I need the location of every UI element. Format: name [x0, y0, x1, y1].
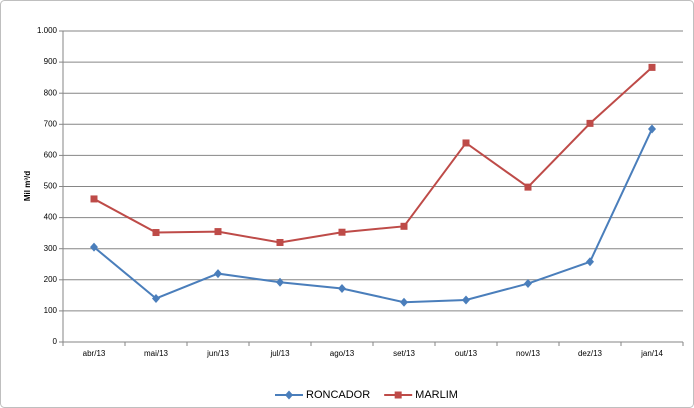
- y-tick-label: 500: [44, 182, 58, 191]
- data-point: [394, 391, 402, 399]
- x-tick-label: abr/13: [83, 349, 106, 358]
- x-tick-label: nov/13: [516, 349, 541, 358]
- y-tick-label: 600: [44, 151, 58, 160]
- y-tick-label: 900: [44, 57, 58, 66]
- y-axis-label: Mil m³/d: [23, 171, 32, 201]
- y-tick-label: 700: [44, 119, 58, 128]
- x-tick-label: jan/14: [640, 349, 663, 358]
- y-tick-label: 0: [53, 337, 58, 346]
- series-line: [93, 66, 653, 244]
- data-point: [586, 257, 594, 267]
- data-point: [400, 222, 408, 230]
- legend-label: RONCADOR: [306, 389, 370, 401]
- y-tick-label: 800: [44, 88, 58, 97]
- x-tick-label: out/13: [455, 349, 478, 358]
- series-line: [93, 128, 653, 304]
- y-tick-label: 300: [44, 244, 58, 253]
- legend-label: MARLIM: [415, 389, 458, 401]
- data-point: [648, 63, 656, 71]
- data-point: [524, 279, 532, 289]
- data-point: [400, 297, 408, 307]
- data-point: [285, 390, 293, 400]
- data-point: [276, 238, 284, 246]
- data-point: [152, 293, 160, 303]
- data-point: [90, 195, 98, 203]
- data-point: [648, 124, 656, 134]
- y-tick-label: 1.000: [37, 26, 58, 35]
- x-tick-label: jun/13: [206, 349, 229, 358]
- x-tick-label: ago/13: [330, 349, 355, 358]
- x-tick-label: mai/13: [144, 349, 169, 358]
- data-point: [214, 269, 222, 279]
- x-tick-label: jul/13: [269, 349, 290, 358]
- data-point: [462, 139, 470, 147]
- data-point: [152, 229, 160, 237]
- data-point: [276, 277, 284, 287]
- data-point: [338, 228, 346, 236]
- data-point: [586, 119, 594, 127]
- data-point: [462, 295, 470, 305]
- data-point: [338, 284, 346, 294]
- data-point: [90, 242, 98, 252]
- y-tick-label: 200: [44, 275, 58, 284]
- x-tick-label: dez/13: [578, 349, 603, 358]
- y-tick-label: 100: [44, 306, 58, 315]
- data-point: [524, 183, 532, 191]
- x-tick-label: set/13: [393, 349, 415, 358]
- data-point: [214, 228, 222, 236]
- y-tick-label: 400: [44, 213, 58, 222]
